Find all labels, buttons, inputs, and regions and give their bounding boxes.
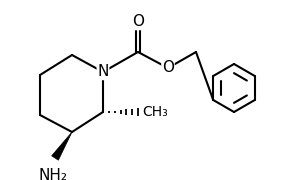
Polygon shape [52, 132, 72, 160]
Text: O: O [162, 60, 174, 75]
Text: O: O [132, 15, 144, 30]
Text: NH₂: NH₂ [39, 168, 67, 180]
Text: CH₃: CH₃ [142, 105, 168, 119]
Text: N: N [97, 64, 109, 80]
